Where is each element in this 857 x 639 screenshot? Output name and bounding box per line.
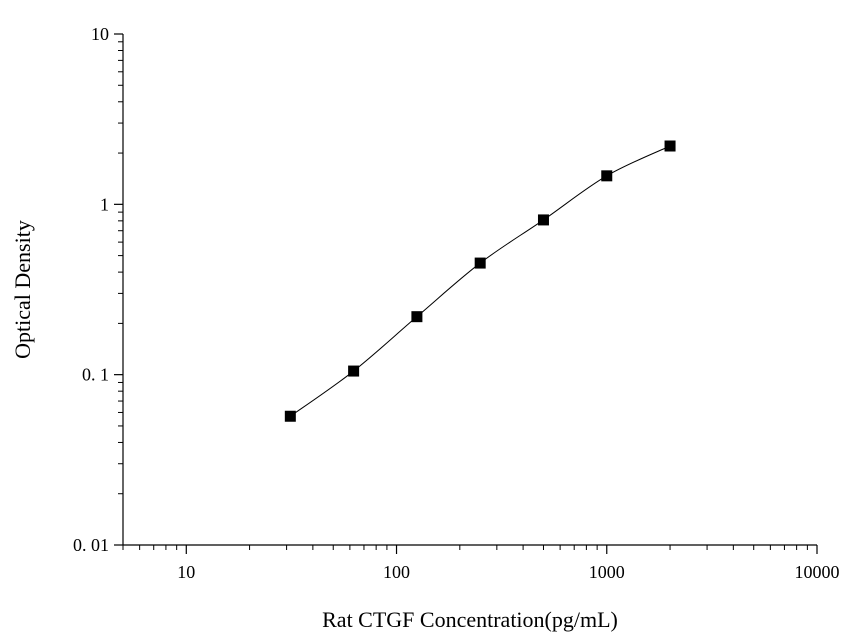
x-ticks: 10 100 1000 10000 (122, 545, 840, 582)
data-point (411, 311, 423, 323)
data-point (474, 257, 486, 269)
x-axis-title: Rat CTGF Concentration(pg/mL) (322, 607, 618, 632)
y-axis-title: Optical Density (10, 220, 35, 359)
data-point (664, 140, 676, 152)
data-point (348, 365, 360, 377)
fit-curve (290, 145, 671, 417)
x-tick-label: 1000 (589, 562, 625, 582)
data-point (601, 170, 613, 182)
y-tick-label: 0. 01 (73, 535, 109, 555)
x-tick-label: 10000 (795, 562, 840, 582)
y-ticks: 0. 01 0. 1 1 10 (73, 24, 123, 555)
axes: 0. 01 0. 1 1 10 10 100 1000 10000 (73, 24, 840, 582)
y-tick-label: 1 (100, 194, 109, 214)
data-point (284, 410, 296, 422)
data-points (284, 140, 676, 422)
y-tick-label: 10 (91, 24, 109, 44)
x-tick-label: 100 (383, 562, 410, 582)
x-tick-label: 10 (177, 562, 195, 582)
data-point (537, 214, 549, 226)
y-tick-label: 0. 1 (82, 365, 109, 385)
